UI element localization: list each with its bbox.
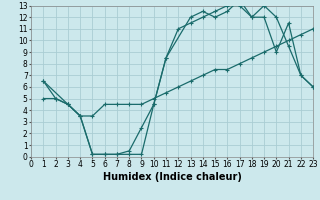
X-axis label: Humidex (Indice chaleur): Humidex (Indice chaleur) bbox=[103, 172, 242, 182]
